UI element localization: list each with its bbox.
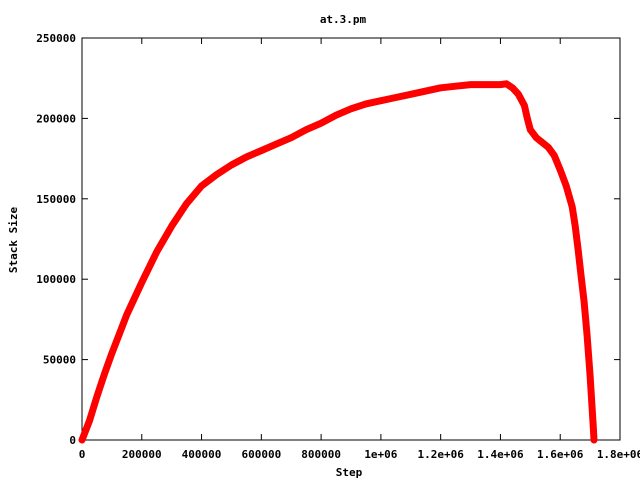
x-tick-label: 1e+06 bbox=[364, 448, 397, 461]
x-tick-label: 1.8e+06 bbox=[597, 448, 640, 461]
y-tick-label: 100000 bbox=[36, 273, 76, 286]
x-tick-label: 0 bbox=[79, 448, 86, 461]
x-tick-label: 200000 bbox=[122, 448, 162, 461]
plot-area-frame bbox=[81, 37, 621, 441]
y-tick-label: 150000 bbox=[36, 193, 76, 206]
y-tick-label: 250000 bbox=[36, 32, 76, 45]
x-tick-label: 600000 bbox=[241, 448, 281, 461]
x-tick-label: 400000 bbox=[182, 448, 222, 461]
x-tick-label: 1.4e+06 bbox=[477, 448, 524, 461]
x-axis-label: Step bbox=[336, 466, 363, 479]
chart-title: at.3.pm bbox=[320, 13, 367, 26]
y-axis: 0 50000 100000 150000 200000 250000 bbox=[36, 32, 620, 447]
x-tick-label: 800000 bbox=[301, 448, 341, 461]
x-axis: 0 200000 400000 600000 800000 1e+06 1.2e+06 1.4… bbox=[79, 38, 640, 461]
x-tick-label: 1.2e+06 bbox=[417, 448, 464, 461]
y-tick-label: 0 bbox=[69, 434, 76, 447]
x-tick-label: 1.6e+06 bbox=[537, 448, 584, 461]
series-line bbox=[78, 80, 598, 444]
series-layer bbox=[78, 80, 598, 444]
y-axis-label: Stack Size bbox=[7, 207, 20, 274]
y-tick-label: 200000 bbox=[36, 112, 76, 125]
y-tick-label: 50000 bbox=[43, 354, 76, 367]
